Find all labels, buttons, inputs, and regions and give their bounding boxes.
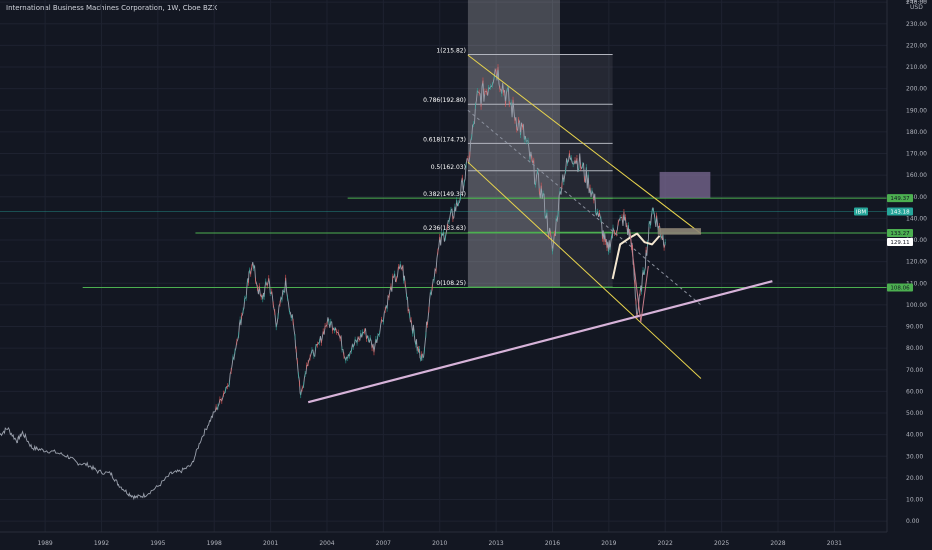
fib-level-label: 0.236(133.63) (423, 225, 466, 232)
y-top-label: 241.00 (906, 0, 927, 4)
resistance-box (657, 228, 701, 235)
y-tick-label: 180.00 (906, 129, 927, 136)
long-term-trendline (307, 280, 773, 404)
y-tick-label: 130.00 (906, 237, 927, 244)
y-tick-label: 140.00 (906, 215, 927, 222)
x-tick-label: 2004 (319, 540, 334, 547)
price-tag-box (854, 207, 868, 216)
price-tags: IBM 143.18 129.11 149.37 133.27 108.06 (854, 194, 913, 292)
x-tick-label: 2022 (658, 540, 673, 547)
y-tick-label: 220.00 (906, 42, 927, 49)
y-tick-label: 120.00 (906, 259, 927, 266)
x-tick-label: 2025 (714, 540, 729, 547)
fib-level-label: 0.5(162.03) (431, 164, 466, 171)
price-tag-box (887, 283, 913, 292)
x-tick-label: 2001 (263, 540, 278, 547)
y-tick-label: 200.00 (906, 86, 927, 93)
y-tick-label: 10.00 (906, 497, 923, 504)
price-series (0, 64, 666, 501)
x-tick-label: 2013 (488, 540, 503, 547)
y-tick-label: 70.00 (906, 367, 923, 374)
y-unit-label: USD (910, 4, 923, 11)
chart-title: International Business Machines Corporat… (6, 4, 218, 12)
channel-line (467, 54, 702, 234)
price-tag-label: 143.18 (890, 210, 910, 216)
price-tag-box (887, 207, 913, 216)
x-tick-label: 1998 (207, 540, 222, 547)
y-tick-label: 100.00 (906, 302, 927, 309)
y-tick-label: 20.00 (906, 475, 923, 482)
x-tick-label: 2007 (376, 540, 391, 547)
x-tick-label: 2028 (770, 540, 785, 547)
price-tag-box (887, 237, 913, 246)
target-box (659, 171, 711, 198)
fib-level-label: 0.618(174.73) (423, 136, 466, 143)
y-tick-label: 0.00 (906, 518, 920, 525)
fib-level-label: 0(108.25) (436, 280, 466, 287)
v-drawing (629, 229, 649, 323)
y-tick-label: 60.00 (906, 388, 923, 395)
price-tag-box (887, 228, 913, 237)
price-tag-label: 133.27 (890, 231, 910, 237)
horizontal-levels[interactable] (0, 197, 887, 288)
x-tick-label: 1995 (150, 540, 165, 547)
y-tick-label: 110.00 (906, 280, 927, 287)
time-axis[interactable]: 1989 1992 1995 1998 2001 2004 2007 2010 2013 2016… (0, 531, 887, 547)
drawing-tools[interactable] (307, 54, 773, 404)
cup-handle-curve (611, 232, 661, 280)
y-tick-label: 50.00 (906, 410, 923, 417)
x-tick-label: 1992 (94, 540, 109, 547)
y-tick-label: 80.00 (906, 345, 923, 352)
y-tick-label: 190.00 (906, 107, 927, 114)
channel-midline (467, 109, 702, 306)
y-tick-label: 240.00 (906, 0, 927, 6)
y-tick-label: 160.00 (906, 172, 927, 179)
y-tick-label: 30.00 (906, 453, 923, 460)
price-tag-box (887, 194, 913, 203)
y-tick-label: 90.00 (906, 324, 923, 331)
x-tick-label: 2010 (432, 540, 447, 547)
x-tick-label: 2019 (601, 540, 616, 547)
price-tag-label: 129.11 (890, 240, 909, 246)
grid-lines (0, 0, 887, 532)
y-tick-label: 170.00 (906, 151, 927, 158)
fib-level-label: 0.382(149.34) (423, 191, 466, 198)
price-tag-label: 149.37 (890, 196, 910, 202)
fib-level-label: 0.786(192.80) (423, 97, 466, 104)
x-tick-label: 2031 (827, 540, 842, 547)
x-tick-label: 2016 (545, 540, 560, 547)
y-tick-label: 150.00 (906, 194, 927, 201)
y-tick-label: 210.00 (906, 64, 927, 71)
fib-level-label: 1(215.82) (436, 47, 466, 54)
y-tick-label: 230.00 (906, 21, 927, 28)
y-tick-label: 40.00 (906, 432, 923, 439)
price-tag-label: IBM (856, 210, 866, 216)
channel-line (467, 161, 702, 379)
x-tick-label: 1989 (37, 540, 52, 547)
price-axis[interactable]: 0.00 10.00 20.00 30.00 40.00 50.00 60.00 70.00 8… (886, 0, 927, 532)
price-tag-label: 108.06 (890, 285, 910, 291)
